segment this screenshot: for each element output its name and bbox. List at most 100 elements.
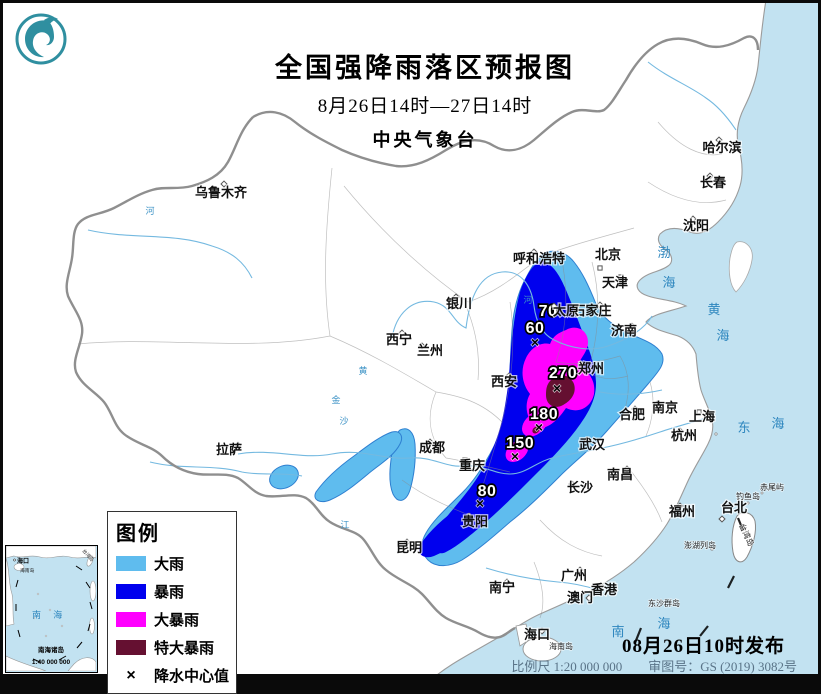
agency-name: 中央气象台 bbox=[372, 130, 478, 150]
legend-swatch bbox=[116, 640, 146, 655]
city-label: 澳门 bbox=[567, 590, 593, 605]
precip-center-marker: × bbox=[476, 495, 484, 511]
sea-name-label: 海 bbox=[771, 416, 784, 431]
city-label: 乌鲁木齐 bbox=[195, 185, 248, 200]
city-label: 郑州 bbox=[578, 361, 604, 376]
city-label: 昆明 bbox=[396, 540, 422, 555]
taiwan-island bbox=[731, 512, 756, 563]
boundary-dashes bbox=[633, 517, 745, 644]
sea-name-label: 海 bbox=[662, 275, 675, 290]
city-marker bbox=[465, 512, 473, 520]
legend-items: 大雨 暴雨 大暴雨 特大暴雨 bbox=[116, 553, 228, 658]
rainstorm-areas bbox=[418, 260, 596, 558]
city-label: 福州 bbox=[668, 504, 695, 519]
legend-swatch bbox=[116, 584, 146, 599]
island-label: 海南岛 bbox=[549, 641, 573, 651]
sea-name-label: 东 bbox=[737, 420, 750, 435]
city-label: 合肥 bbox=[619, 407, 645, 422]
map-approval-number: 审图号：GS (2019) 3082号 bbox=[648, 659, 797, 674]
legend-item-label: 降水中心值 bbox=[154, 668, 230, 685]
river-name-label: 江 bbox=[340, 520, 349, 530]
sea-name-label: 渤 bbox=[657, 245, 670, 260]
city-marker bbox=[220, 180, 228, 188]
city-label: 西安 bbox=[491, 374, 517, 389]
city-marker bbox=[583, 436, 591, 444]
city-label: 兰州 bbox=[417, 343, 443, 358]
city-label: 重庆 bbox=[459, 458, 485, 473]
river-name-label: 河 bbox=[145, 205, 154, 216]
inset-haikou-marker bbox=[13, 558, 16, 562]
river-name-label: 河 bbox=[523, 294, 532, 305]
weather-forecast-page: { "header": { "title": "全国强降雨落区预报图", "pe… bbox=[3, 3, 818, 694]
city-label: 太原 bbox=[552, 303, 579, 318]
precip-center-marker: × bbox=[531, 334, 539, 350]
sea-name-label: 黄 bbox=[707, 302, 720, 317]
precip-center-marker: × bbox=[535, 419, 543, 435]
legend-item-precip-center: × 降水中心值 bbox=[116, 665, 230, 686]
city-marker bbox=[550, 302, 558, 310]
map-title: 全国强降雨落区预报图 bbox=[275, 53, 575, 83]
city-marker bbox=[530, 248, 538, 256]
city-marker bbox=[426, 438, 434, 446]
legend-title: 图例 bbox=[116, 523, 160, 545]
city-marker bbox=[718, 515, 726, 523]
korea-peninsula bbox=[728, 241, 753, 293]
map-info: 比例尺 1:20 000 000 审图号：GS (2019) 3082号 bbox=[511, 656, 797, 675]
title-block: 全国强降雨落区预报图 8月26日14时—27日14时 中央气象台 bbox=[235, 46, 615, 152]
island-label: 澎湖列岛 bbox=[684, 540, 716, 550]
city-marker bbox=[653, 400, 661, 408]
legend-item: 大暴雨 bbox=[116, 609, 228, 630]
island-label: 钓鱼岛 bbox=[736, 491, 760, 501]
sea-name-label: 海 bbox=[657, 616, 670, 631]
city-label: 哈尔滨 bbox=[702, 140, 741, 155]
city-marker bbox=[618, 274, 624, 280]
city-marker bbox=[715, 136, 723, 144]
city-label: 呼和浩特 bbox=[513, 251, 565, 266]
city-marker bbox=[576, 566, 584, 574]
city-label: 银川 bbox=[446, 296, 472, 311]
city-label: 北京 bbox=[595, 247, 621, 262]
city-marker bbox=[597, 265, 603, 271]
inset-hainan-label: 海南岛 bbox=[20, 567, 35, 574]
city-marker bbox=[452, 293, 460, 301]
inset-sea-name: 南 海 bbox=[32, 609, 67, 620]
sea-area bbox=[437, 3, 818, 674]
rivers bbox=[87, 61, 737, 591]
city-marker bbox=[585, 594, 593, 602]
legend-item: 暴雨 bbox=[116, 581, 228, 602]
legend-item-label: 大暴雨 bbox=[154, 612, 200, 629]
city-label: 香港 bbox=[590, 582, 618, 597]
city-label: 沈阳 bbox=[683, 218, 709, 233]
city-marker bbox=[676, 427, 684, 435]
precip-center-symbol: × bbox=[126, 666, 136, 684]
precip-center-marker: × bbox=[511, 448, 519, 464]
city-marker bbox=[568, 480, 576, 488]
island-label: 赤尾屿 bbox=[760, 483, 784, 492]
city-marker bbox=[628, 322, 636, 330]
city-label: 南宁 bbox=[489, 580, 515, 595]
rain-center-value: 270 bbox=[549, 365, 577, 382]
city-marker bbox=[418, 342, 426, 350]
extreme-rainstorm-areas bbox=[532, 375, 575, 434]
city-label: 台北 bbox=[721, 500, 747, 515]
city-label: 武汉 bbox=[579, 437, 606, 452]
legend-item-label: 暴雨 bbox=[154, 584, 185, 601]
city-label: 成都 bbox=[419, 440, 445, 455]
inset-map: 海口 海南岛 台湾岛 南 海 南海诸岛 1:40 000 000 bbox=[5, 545, 97, 672]
legend-item: 特大暴雨 bbox=[116, 637, 228, 658]
legend-item-label: 特大暴雨 bbox=[154, 640, 215, 657]
city-label: 贵阳 bbox=[462, 514, 488, 529]
leizhou-peninsula bbox=[515, 623, 530, 647]
precip-center-marker: × bbox=[553, 380, 561, 396]
city-label: 长沙 bbox=[567, 480, 593, 495]
city-label: 南昌 bbox=[607, 467, 633, 482]
inset-islands-label: 南海诸岛 bbox=[38, 645, 65, 654]
sea-name-label: 海 bbox=[716, 328, 729, 343]
city-label: 杭州 bbox=[671, 428, 697, 443]
inset-scale: 1:40 000 000 bbox=[32, 659, 71, 666]
city-label: 天津 bbox=[602, 275, 628, 290]
river-name-label: 金 bbox=[331, 394, 340, 405]
